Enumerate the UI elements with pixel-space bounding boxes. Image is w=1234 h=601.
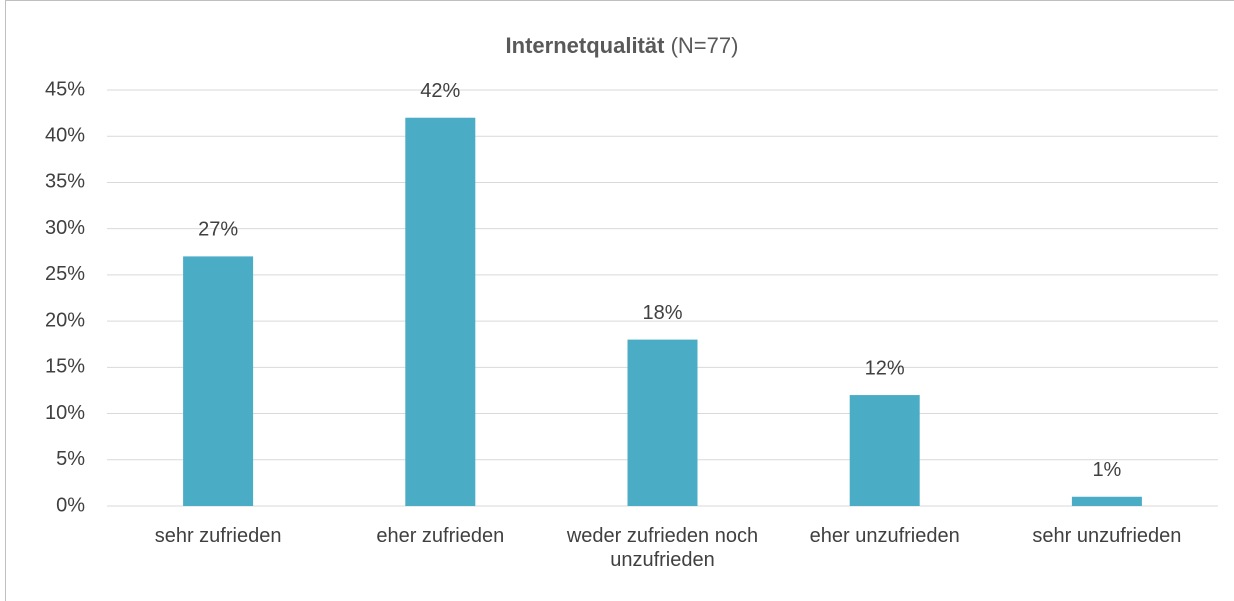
x-tick-label: weder zufrieden noch unzufrieden: [566, 525, 759, 571]
y-tick-label: 20%: [45, 309, 85, 331]
y-tick-label: 0%: [56, 494, 85, 516]
x-tick-label: sehr unzufrieden: [1032, 525, 1182, 547]
y-tick-label: 30%: [45, 217, 85, 239]
y-tick-label: 35%: [45, 171, 85, 193]
data-label: 18%: [642, 302, 682, 324]
bar: [405, 117, 476, 506]
y-tick-label: 45%: [45, 78, 85, 100]
chart-title: Internetqualität: [506, 33, 666, 58]
x-tick-label: sehr zufrieden: [154, 525, 282, 547]
x-tick-label: eher unzufrieden: [809, 525, 960, 547]
data-label: 12%: [865, 357, 905, 379]
chart-title-note: (N=77): [671, 33, 739, 58]
bar: [627, 339, 698, 506]
x-tick-label: eher zufrieden: [376, 525, 505, 547]
data-label: 27%: [198, 219, 238, 241]
y-tick-label: 40%: [45, 125, 85, 147]
bar: [849, 395, 920, 506]
y-tick-label: 5%: [56, 448, 85, 470]
bar: [1071, 496, 1142, 506]
chart-title-group: Internetqualität (N=77): [506, 33, 739, 58]
data-label: 42%: [420, 80, 460, 102]
y-tick-label: 25%: [45, 263, 85, 285]
y-tick-label: 10%: [45, 402, 85, 424]
data-label: 1%: [1092, 459, 1121, 481]
bar: [183, 256, 254, 506]
y-tick-label: 15%: [45, 356, 85, 378]
